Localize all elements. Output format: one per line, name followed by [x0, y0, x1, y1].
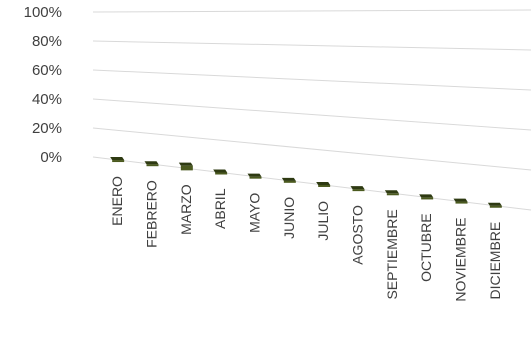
bar	[144, 161, 159, 167]
gridline	[92, 9, 532, 13]
y-axis-ticks: 0% 20% 40% 60% 80% 100%	[24, 4, 62, 166]
gridline	[92, 127, 532, 171]
x-tick-label: SEPTIEMBRE	[384, 209, 400, 299]
bar	[110, 157, 125, 163]
x-tick-label: JULIO	[315, 201, 331, 241]
x-tick-label: NOVIEMBRE	[453, 218, 469, 302]
bar	[281, 177, 296, 183]
bar	[316, 181, 331, 187]
x-axis-ticks: ENERO FEBRERO MARZO ABRIL MAYO JUNIO JULIO AGOS…	[109, 176, 503, 302]
x-tick-label: DICIEMBRE	[487, 222, 503, 300]
gridline	[92, 98, 532, 131]
bars	[110, 157, 502, 208]
bar	[453, 198, 468, 204]
bar	[213, 169, 228, 175]
y-tick-label: 80%	[32, 33, 62, 50]
bar	[487, 202, 502, 208]
x-tick-label: AGOSTO	[350, 205, 366, 265]
bar	[419, 194, 434, 200]
bar	[247, 173, 262, 179]
gridline	[92, 69, 532, 91]
gridlines	[92, 9, 532, 211]
x-tick-label: ABRIL	[212, 188, 228, 229]
gridline	[92, 40, 532, 51]
x-tick-label: MARZO	[178, 184, 194, 235]
x-tick-label: FEBRERO	[144, 180, 160, 248]
x-tick-label: ENERO	[109, 176, 125, 226]
x-tick-label: OCTUBRE	[418, 213, 434, 281]
y-tick-label: 100%	[24, 4, 62, 21]
bar	[350, 186, 365, 192]
x-tick-label: MAYO	[247, 193, 263, 233]
x-tick-label: JUNIO	[281, 197, 297, 239]
bar	[384, 190, 399, 196]
bar	[178, 162, 193, 171]
y-tick-label: 60%	[32, 62, 62, 79]
y-tick-label: 0%	[40, 149, 62, 166]
y-tick-label: 40%	[32, 91, 62, 108]
y-tick-label: 20%	[32, 120, 62, 137]
